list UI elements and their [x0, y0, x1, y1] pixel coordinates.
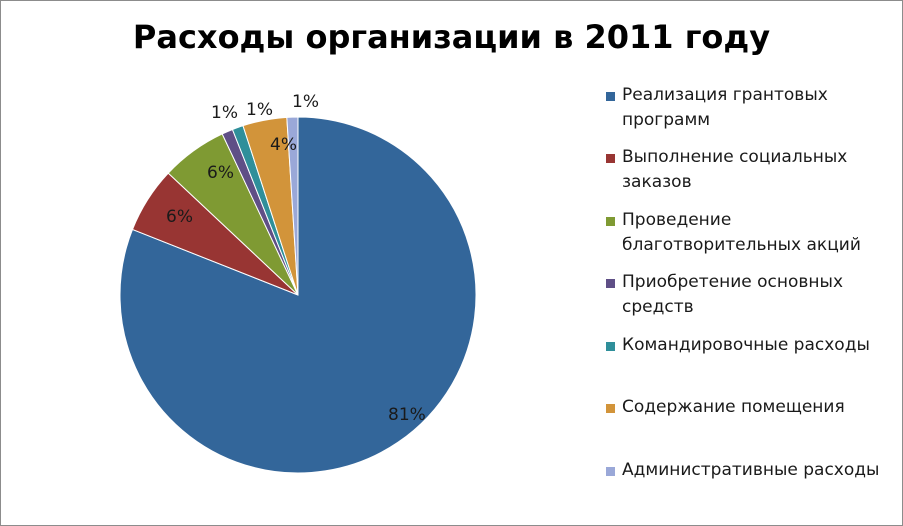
legend-item-6: Содержание помещения [606, 395, 892, 420]
data-label-5: 1% [246, 100, 273, 120]
legend-item-2: Выполнение социальных заказов [606, 145, 892, 195]
data-label-7: 1% [292, 92, 319, 112]
legend-label: Реализация грантовых программ [622, 85, 828, 130]
legend-label: Приобретение основных средств [622, 272, 844, 317]
legend-label: Административные расходы [622, 460, 880, 480]
legend-swatch [606, 92, 615, 101]
data-label-6: 4% [270, 135, 297, 155]
pie-slices [119, 116, 477, 474]
data-label-1: 81% [388, 405, 426, 425]
legend-label: Проведение благотворительных акций [622, 210, 861, 255]
pie-slice-1 [119, 116, 477, 474]
legend-swatch [606, 467, 615, 476]
legend-item-7: Административные расходы [606, 458, 892, 483]
data-label-3: 6% [207, 163, 234, 183]
data-label-2: 6% [166, 207, 193, 227]
legend-label: Командировочные расходы [622, 335, 870, 355]
chart-title: Расходы организации в 2011 году [132, 18, 771, 56]
legend-swatch [606, 217, 615, 226]
legend-label: Содержание помещения [622, 397, 845, 417]
data-label-4: 1% [211, 103, 238, 123]
legend-swatch [606, 279, 615, 288]
legend-label: Выполнение социальных заказов [622, 147, 848, 192]
legend-swatch [606, 342, 615, 351]
legend-swatch [606, 404, 615, 413]
legend-item-1: Реализация грантовых программ [606, 83, 892, 133]
legend-swatch [606, 154, 615, 163]
legend-item-5: Командировочные расходы [606, 333, 892, 358]
pie-data-labels: 81% 6% 6% 1% 1% 4% 1% [166, 92, 426, 425]
legend-item-4: Приобретение основных средств [606, 270, 892, 320]
pie-slice-7 [286, 116, 299, 296]
legend-item-3: Проведение благотворительных акций [606, 208, 892, 258]
